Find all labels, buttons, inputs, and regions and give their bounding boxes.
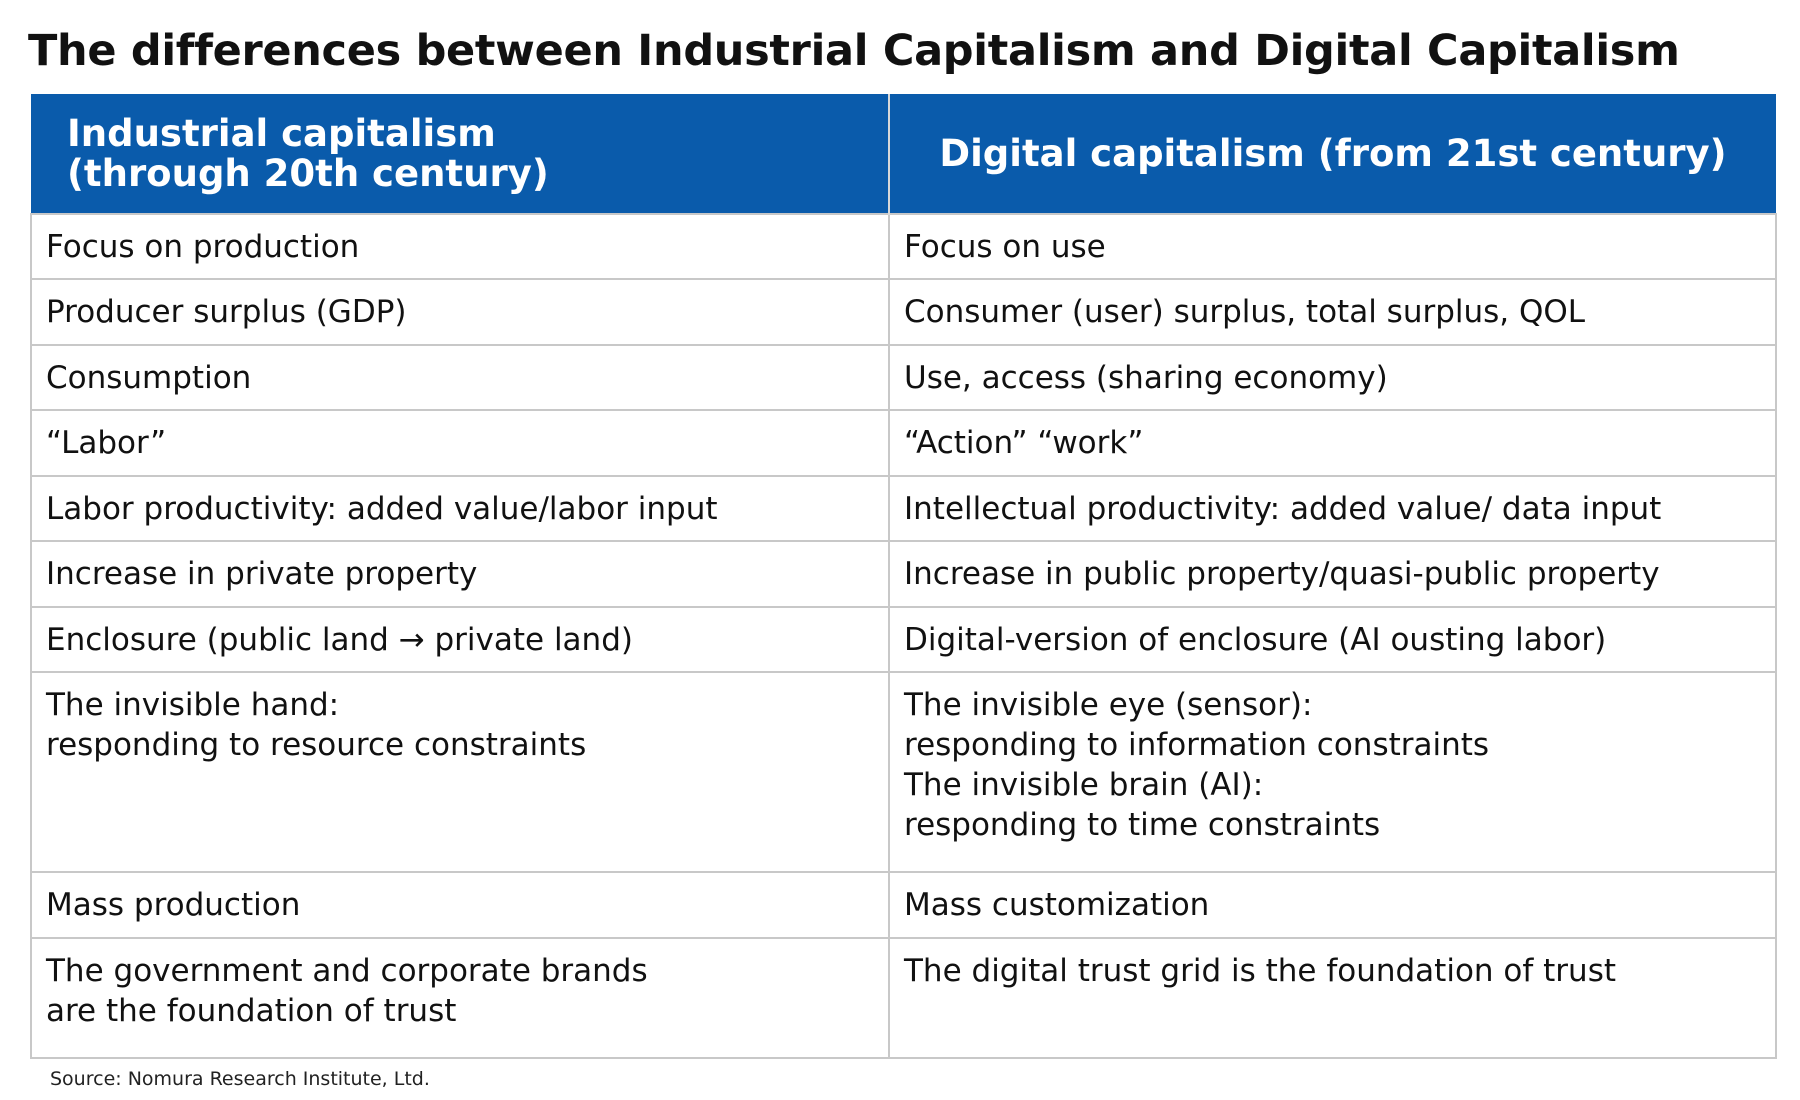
table-row: “Labor” “Action” “work” [30,409,1777,477]
title: The differences between Industrial Capit… [28,26,1680,76]
table-row: Mass production Mass customization [30,871,1777,939]
table-cell: Use, access (sharing economy) [888,344,1777,411]
table-cell: “Action” “work” [888,409,1777,477]
table-row: Enclosure (public land → private land) Di… [30,606,1777,673]
table-cell: Increase in private property [30,540,890,608]
table-cell: Consumer (user) surplus, total surplus, … [888,278,1777,346]
table-cell: The digital trust grid is the foundation… [888,937,1777,1059]
table-body: Focus on production Focus on use Producer … [30,213,1777,1059]
comparison-table: Industrial capitalism (through 20th cent… [30,94,1777,1059]
table-row: Consumption Use, access (sharing economy) [30,344,1777,411]
source-note: Source: Nomura Research Institute, Ltd. [50,1068,430,1090]
table-cell: Intellectual productivity: added value/ … [888,475,1777,542]
table-cell: Mass production [30,871,890,939]
table-cell: The invisible hand: responding to resour… [30,671,890,873]
header-row: Industrial capitalism (through 20th cent… [31,94,1776,214]
table-row: The invisible hand: responding to resour… [30,671,1777,873]
table-row: Increase in private property Increase in … [30,540,1777,608]
table-cell: The invisible eye (sensor): responding t… [888,671,1777,873]
table-row: Producer surplus (GDP) Consumer (user) su… [30,278,1777,346]
table-cell: Enclosure (public land → private land) [30,606,890,673]
column-header: Industrial capitalism (through 20th cent… [31,94,890,214]
table-cell: Mass customization [888,871,1777,939]
table-row: Labor productivity: added value/labor in… [30,475,1777,542]
table-row: The government and corporate brands are … [30,937,1777,1059]
table-cell: Increase in public property/quasi-public… [888,540,1777,608]
table-cell: Focus on use [888,213,1777,280]
table-row: Focus on production Focus on use [30,213,1777,280]
table-cell: Producer surplus (GDP) [30,278,890,346]
table-cell: Digital-version of enclosure (AI ousting… [888,606,1777,673]
column-header: Digital capitalism (from 21st century) [889,94,1776,214]
table-cell: Labor productivity: added value/labor in… [30,475,890,542]
table-cell: Consumption [30,344,890,411]
table-cell: “Labor” [30,409,890,477]
table-cell: Focus on production [30,213,890,280]
table-cell: The government and corporate brands are … [30,937,890,1059]
